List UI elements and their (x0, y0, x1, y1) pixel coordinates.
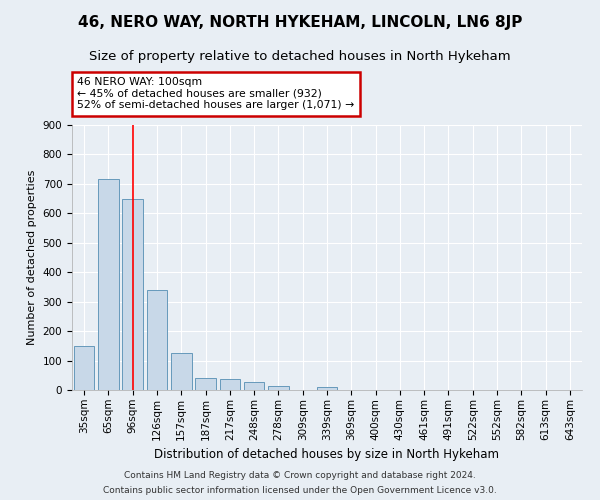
X-axis label: Distribution of detached houses by size in North Hykeham: Distribution of detached houses by size … (155, 448, 499, 461)
Bar (195, 378, 216, 390)
Bar (146, 290, 167, 390)
Text: 46, NERO WAY, NORTH HYKEHAM, LINCOLN, LN6 8JP: 46, NERO WAY, NORTH HYKEHAM, LINCOLN, LN… (78, 15, 522, 30)
Bar (171, 353, 191, 390)
Bar (244, 382, 265, 390)
Y-axis label: Number of detached properties: Number of detached properties (27, 170, 37, 345)
Bar (268, 386, 289, 390)
Bar (220, 379, 240, 390)
Bar (74, 346, 94, 390)
Text: Contains public sector information licensed under the Open Government Licence v3: Contains public sector information licen… (103, 486, 497, 495)
Bar (317, 387, 337, 390)
Bar (98, 180, 119, 390)
Text: Contains HM Land Registry data © Crown copyright and database right 2024.: Contains HM Land Registry data © Crown c… (124, 471, 476, 480)
Bar (122, 198, 143, 390)
Text: 46 NERO WAY: 100sqm
← 45% of detached houses are smaller (932)
52% of semi-detac: 46 NERO WAY: 100sqm ← 45% of detached ho… (77, 78, 355, 110)
Text: Size of property relative to detached houses in North Hykeham: Size of property relative to detached ho… (89, 50, 511, 63)
